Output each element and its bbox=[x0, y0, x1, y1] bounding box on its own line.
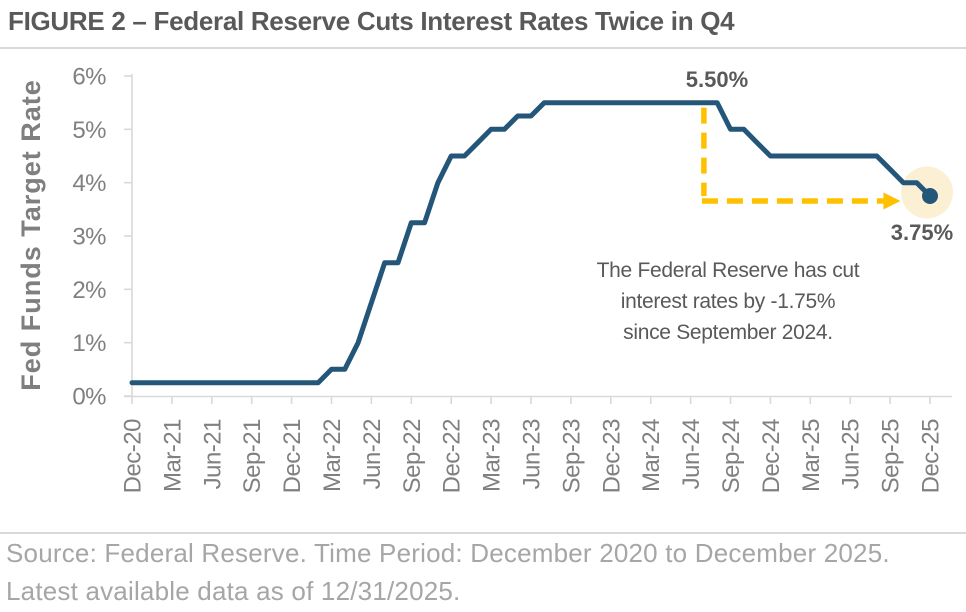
note-text-line: interest rates by -1.75% bbox=[621, 290, 836, 313]
x-tick-label: Dec-25 bbox=[918, 419, 945, 494]
source-text-line1: Source: Federal Reserve. Time Period: De… bbox=[6, 538, 890, 568]
end-point-marker bbox=[922, 188, 938, 204]
x-tick-label: Dec-21 bbox=[279, 419, 306, 494]
x-tick-label: Dec-22 bbox=[439, 419, 466, 494]
guide-arrow-head bbox=[883, 192, 901, 210]
y-tick-label: 2% bbox=[72, 277, 106, 304]
rate-step-line bbox=[129, 100, 933, 386]
title-divider bbox=[0, 47, 966, 49]
y-tick-label: 5% bbox=[72, 117, 106, 144]
x-tick-label: Sep-24 bbox=[718, 419, 745, 494]
note-text-line: since September 2024. bbox=[623, 321, 833, 344]
figure-title: FIGURE 2 – Federal Reserve Cuts Interest… bbox=[8, 6, 735, 36]
x-tick-label: Dec-20 bbox=[120, 419, 147, 494]
x-tick-label: Dec-23 bbox=[598, 419, 625, 494]
x-tick-label: Mar-24 bbox=[638, 419, 665, 492]
source-text-line2: Latest available data as of 12/31/2025. bbox=[6, 576, 461, 606]
x-tick-label: Mar-23 bbox=[479, 419, 506, 492]
x-tick-label: Dec-24 bbox=[758, 419, 785, 494]
x-tick-label: Jun-21 bbox=[199, 419, 226, 490]
x-tick-label: Mar-22 bbox=[319, 419, 346, 492]
x-tick-label: Jun-25 bbox=[838, 419, 865, 490]
x-tick-label: Sep-21 bbox=[239, 419, 266, 494]
y-tick-label: 1% bbox=[72, 330, 106, 357]
y-axis-title: Fed Funds Target Rate bbox=[16, 79, 46, 391]
y-tick-label: 4% bbox=[72, 170, 106, 197]
peak-rate-label: 5.50% bbox=[686, 67, 748, 92]
y-tick-label: 0% bbox=[72, 384, 106, 411]
y-tick-label: 3% bbox=[72, 224, 106, 251]
x-tick-label: Jun-22 bbox=[359, 419, 386, 490]
x-tick-label: Jun-24 bbox=[678, 419, 705, 490]
x-tick-label: Mar-25 bbox=[798, 419, 825, 492]
end-rate-label: 3.75% bbox=[891, 220, 953, 245]
x-tick-label: Jun-23 bbox=[519, 419, 546, 490]
y-tick-label: 6% bbox=[72, 64, 106, 91]
x-tick-label: Mar-21 bbox=[159, 419, 186, 492]
footer-divider bbox=[0, 532, 966, 534]
x-tick-label: Sep-22 bbox=[399, 419, 426, 494]
x-tick-label: Sep-25 bbox=[878, 419, 905, 494]
note-text-line: The Federal Reserve has cut bbox=[597, 259, 860, 282]
x-tick-label: Sep-23 bbox=[558, 419, 585, 494]
